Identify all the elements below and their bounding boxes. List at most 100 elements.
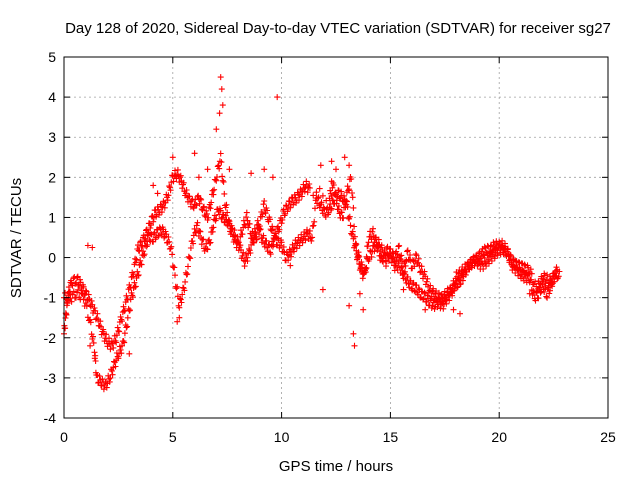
data-point [244,217,251,224]
data-point [387,245,394,252]
data-point [164,197,171,204]
data-point [457,274,464,281]
data-point [177,295,184,302]
data-point [134,268,141,275]
data-point [124,323,131,330]
data-point [459,270,466,276]
data-point [62,289,69,296]
data-point [187,245,194,251]
data-point [87,316,94,323]
data-point [398,264,405,271]
data-point [351,233,358,240]
data-point [423,278,430,285]
data-point [287,262,294,269]
data-point [246,245,252,252]
data-point [120,303,127,310]
data-point [243,214,250,221]
data-point [390,253,397,260]
data-point [504,246,511,253]
data-point [507,253,514,260]
data-point [180,284,186,291]
data-point [491,255,498,262]
data-point [129,294,136,300]
data-point [113,332,120,339]
data-point [158,203,165,210]
data-point [275,223,281,230]
data-point [350,204,357,211]
data-point [109,340,116,347]
data-point [521,261,528,268]
data-point [183,187,190,193]
data-point [88,297,95,304]
data-point [207,205,214,212]
data-point [335,206,342,213]
y-tick-label: -3 [44,370,57,386]
data-point [316,185,323,192]
x-tick-label: 5 [169,429,177,445]
data-point [304,226,310,233]
data-point [491,242,498,249]
data-point [108,367,115,374]
data-point [155,206,162,213]
data-point [106,376,112,382]
data-point [415,285,422,292]
data-point [308,237,315,244]
data-point [226,166,233,173]
data-point [72,280,79,287]
data-point [309,234,316,241]
data-point [156,211,162,218]
data-point [241,263,248,270]
data-point [138,244,145,250]
data-point [185,263,191,270]
data-point [415,259,421,266]
data-point [340,215,347,222]
data-point [196,228,203,234]
data-point [556,268,563,275]
data-point [173,285,180,292]
data-point [97,318,104,325]
data-point [544,294,551,301]
data-point [199,207,206,214]
data-point [123,324,130,331]
x-tick-label: 20 [491,429,507,445]
data-point [78,290,85,297]
data-point [150,182,157,189]
data-point [314,195,321,202]
data-point [133,256,140,263]
x-tick-label: 15 [383,429,399,445]
data-point [393,263,400,270]
data-point [541,289,548,295]
data-point [353,241,360,248]
data-point [261,198,268,204]
data-point [536,284,543,290]
data-point [395,243,402,250]
data-point [388,259,395,266]
data-point [206,236,213,243]
data-point [174,283,181,290]
data-point [179,185,186,192]
data-point [155,233,162,239]
data-point [319,192,326,199]
data-point [120,338,127,345]
data-point [244,258,251,264]
data-point [148,222,154,229]
data-point [359,261,366,268]
data-point [193,222,200,229]
data-point [413,252,420,259]
data-point [352,240,359,247]
data-point [304,189,311,196]
data-point [218,86,225,93]
data-point [296,197,302,204]
data-point [241,221,248,228]
data-point [293,199,300,206]
y-tick-label: 3 [48,129,56,145]
data-point [80,283,87,290]
data-point [402,262,409,269]
data-point [121,308,128,315]
data-point [449,285,456,292]
data-point [109,371,116,378]
data-point [381,249,388,256]
data-point [127,307,133,314]
data-point [87,319,94,326]
data-point [121,330,128,337]
